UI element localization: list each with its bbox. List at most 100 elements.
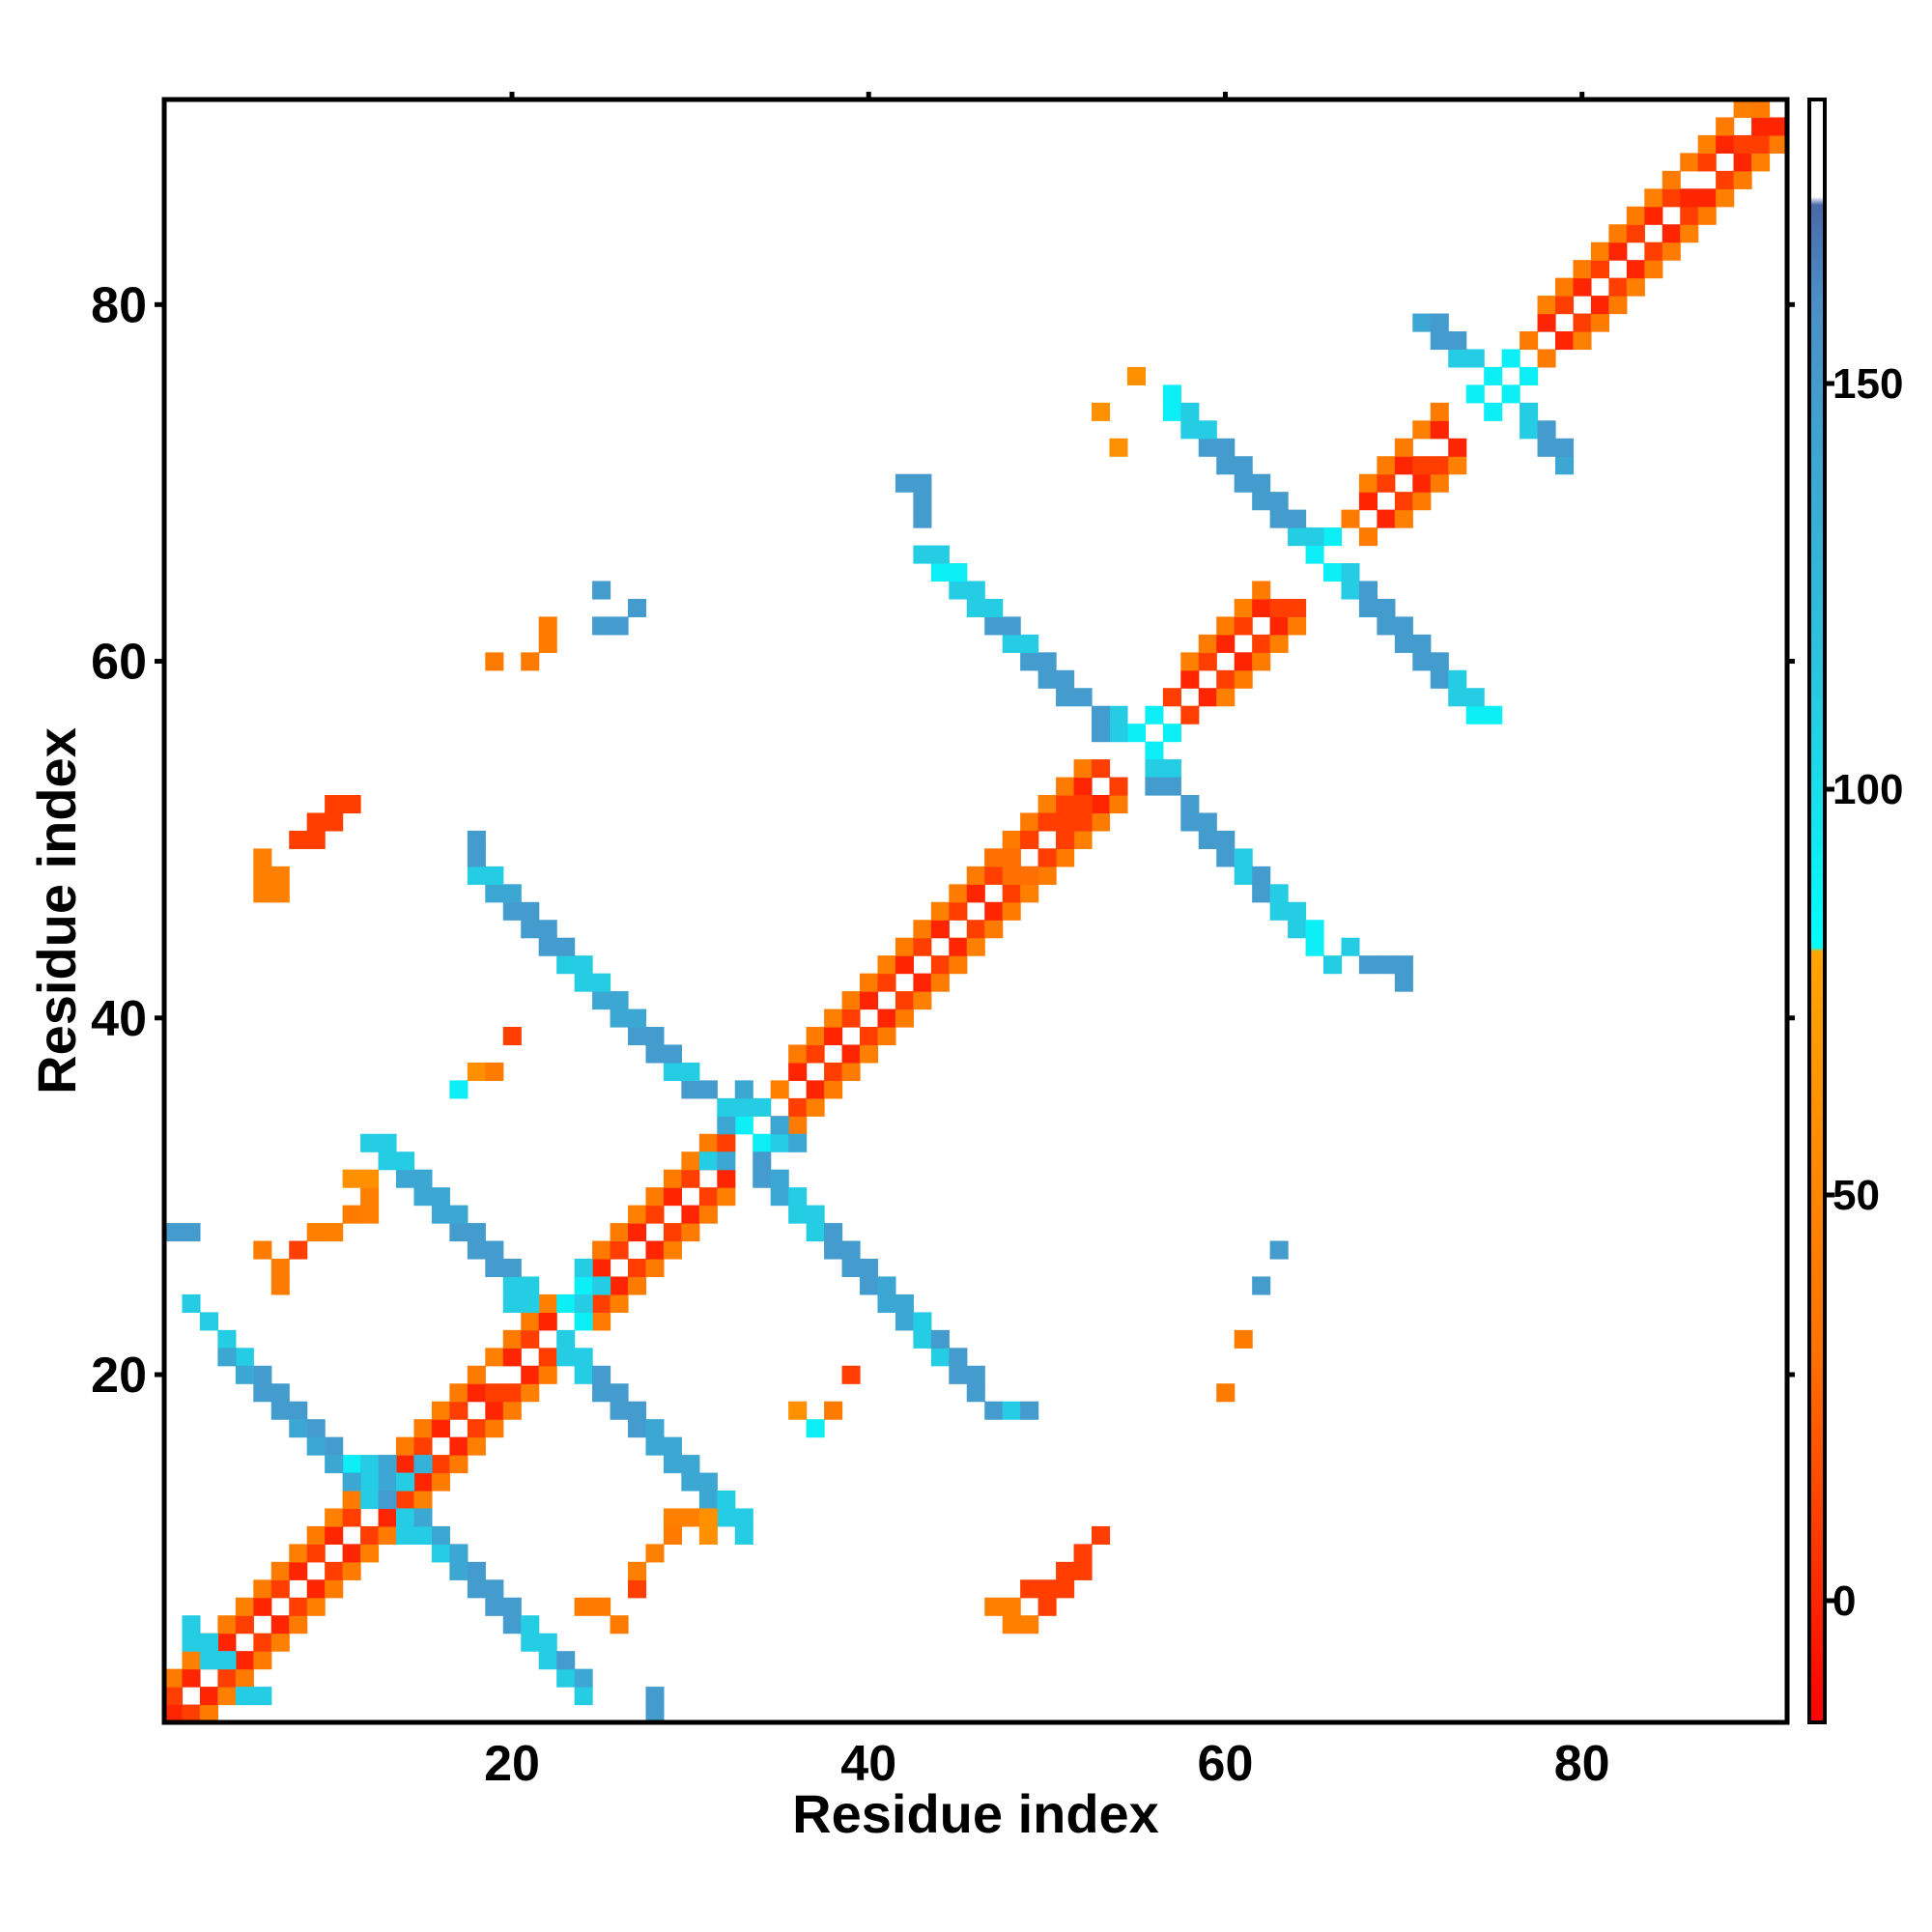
heatmap-cell bbox=[645, 1027, 665, 1046]
heatmap-cell bbox=[449, 1561, 469, 1580]
heatmap-cell bbox=[235, 1651, 254, 1670]
heatmap-cell bbox=[1145, 777, 1164, 796]
heatmap-cell bbox=[1484, 705, 1503, 724]
heatmap-cell bbox=[1269, 1240, 1289, 1260]
heatmap-cell bbox=[164, 1687, 184, 1706]
x-tick-label: 80 bbox=[1554, 1736, 1610, 1792]
heatmap-cell bbox=[521, 652, 540, 671]
heatmap-cell bbox=[1394, 438, 1413, 457]
heatmap-cell bbox=[431, 1187, 450, 1207]
heatmap-cell bbox=[1769, 134, 1788, 154]
heatmap-cell bbox=[538, 616, 557, 636]
heatmap-cell bbox=[521, 1276, 540, 1295]
heatmap-cell bbox=[1662, 242, 1681, 261]
heatmap-cell bbox=[1145, 759, 1164, 779]
heatmap-cell bbox=[1269, 509, 1289, 528]
heatmap-cell bbox=[1002, 1615, 1021, 1634]
heatmap-cell bbox=[1323, 527, 1343, 547]
heatmap-cell bbox=[1002, 884, 1021, 903]
heatmap-cell bbox=[645, 1687, 665, 1706]
heatmap-cell bbox=[1484, 402, 1503, 421]
heatmap-cell bbox=[396, 1508, 415, 1527]
heatmap-cell bbox=[1358, 473, 1378, 493]
heatmap-cell bbox=[1412, 473, 1432, 493]
heatmap-cell bbox=[306, 1419, 326, 1438]
heatmap-cell bbox=[717, 1508, 736, 1527]
heatmap-cell bbox=[306, 1525, 326, 1545]
heatmap-cell bbox=[164, 1223, 184, 1242]
heatmap-cell bbox=[984, 1401, 1004, 1420]
heatmap-cell bbox=[556, 1651, 576, 1670]
heatmap-cell bbox=[431, 1419, 450, 1438]
heatmap-cell bbox=[930, 901, 950, 921]
heatmap-cell bbox=[1056, 795, 1075, 814]
heatmap-cell bbox=[556, 1348, 576, 1367]
heatmap-cell bbox=[467, 1383, 486, 1403]
heatmap-cell bbox=[556, 937, 576, 956]
heatmap-cell bbox=[574, 1259, 593, 1278]
heatmap-cell bbox=[1412, 313, 1432, 332]
heatmap-cell bbox=[431, 1472, 450, 1492]
heatmap-cell bbox=[1394, 509, 1413, 528]
heatmap-cell bbox=[413, 1472, 433, 1492]
heatmap-cell bbox=[860, 1027, 879, 1046]
heatmap-cell bbox=[824, 1401, 843, 1420]
heatmap-cell bbox=[467, 1436, 486, 1456]
plot-frame bbox=[161, 97, 1790, 1725]
heatmap-cell bbox=[753, 1151, 772, 1171]
heatmap-cell bbox=[325, 795, 344, 814]
heatmap-cell bbox=[164, 1704, 184, 1723]
heatmap-cell bbox=[253, 1687, 272, 1706]
heatmap-cell bbox=[913, 1329, 932, 1349]
heatmap-cell bbox=[1305, 527, 1324, 547]
heatmap-cell bbox=[663, 1062, 682, 1081]
heatmap-cell bbox=[877, 973, 896, 992]
heatmap-cell bbox=[1412, 492, 1432, 511]
heatmap-cell bbox=[1269, 616, 1289, 636]
heatmap-cell bbox=[467, 866, 486, 885]
heatmap-cell bbox=[485, 1419, 504, 1438]
heatmap-cell bbox=[1056, 1561, 1075, 1580]
heatmap-cell bbox=[1056, 688, 1075, 707]
heatmap-cell bbox=[949, 1348, 968, 1367]
heatmap-cell bbox=[1377, 456, 1396, 475]
heatmap-cell bbox=[270, 884, 290, 903]
heatmap-cell bbox=[1020, 634, 1039, 653]
heatmap-cell bbox=[1608, 242, 1628, 261]
heatmap-cell bbox=[877, 1293, 896, 1313]
heatmap-cell bbox=[681, 1169, 700, 1188]
heatmap-cell bbox=[681, 1223, 700, 1242]
heatmap-cell bbox=[1073, 1544, 1093, 1563]
heatmap-cell bbox=[574, 1597, 593, 1616]
heatmap-cell bbox=[485, 1348, 504, 1367]
heatmap-cell bbox=[913, 509, 932, 528]
y-tick-label: 80 bbox=[91, 277, 147, 333]
heatmap-cell bbox=[217, 1615, 237, 1634]
heatmap-cell bbox=[788, 1187, 808, 1207]
heatmap-cell bbox=[877, 1276, 896, 1295]
heatmap-cell bbox=[1288, 920, 1307, 939]
heatmap-cell bbox=[199, 1312, 218, 1331]
heatmap-cell bbox=[1377, 473, 1396, 493]
heatmap-cell bbox=[824, 1240, 843, 1260]
heatmap-cell bbox=[1126, 366, 1146, 385]
x-tick-label: 60 bbox=[1198, 1736, 1254, 1792]
heatmap-cell bbox=[1002, 866, 1021, 885]
heatmap-cell bbox=[628, 1401, 647, 1420]
heatmap-cell bbox=[913, 492, 932, 511]
heatmap-cell bbox=[574, 1365, 593, 1384]
heatmap-cell bbox=[485, 652, 504, 671]
heatmap-cell bbox=[698, 1187, 718, 1207]
heatmap-cell bbox=[1377, 598, 1396, 617]
heatmap-cell bbox=[984, 598, 1004, 617]
heatmap-cell bbox=[325, 1223, 344, 1242]
heatmap-cell bbox=[788, 1401, 808, 1420]
heatmap-cell bbox=[502, 1293, 522, 1313]
heatmap-cell bbox=[521, 901, 540, 921]
heatmap-cell bbox=[966, 884, 985, 903]
heatmap-cell bbox=[1234, 652, 1253, 671]
heatmap-cell bbox=[1697, 134, 1717, 154]
heatmap-cell bbox=[860, 1044, 879, 1064]
heatmap-cell bbox=[360, 1187, 380, 1207]
heatmap-cell bbox=[485, 1401, 504, 1420]
